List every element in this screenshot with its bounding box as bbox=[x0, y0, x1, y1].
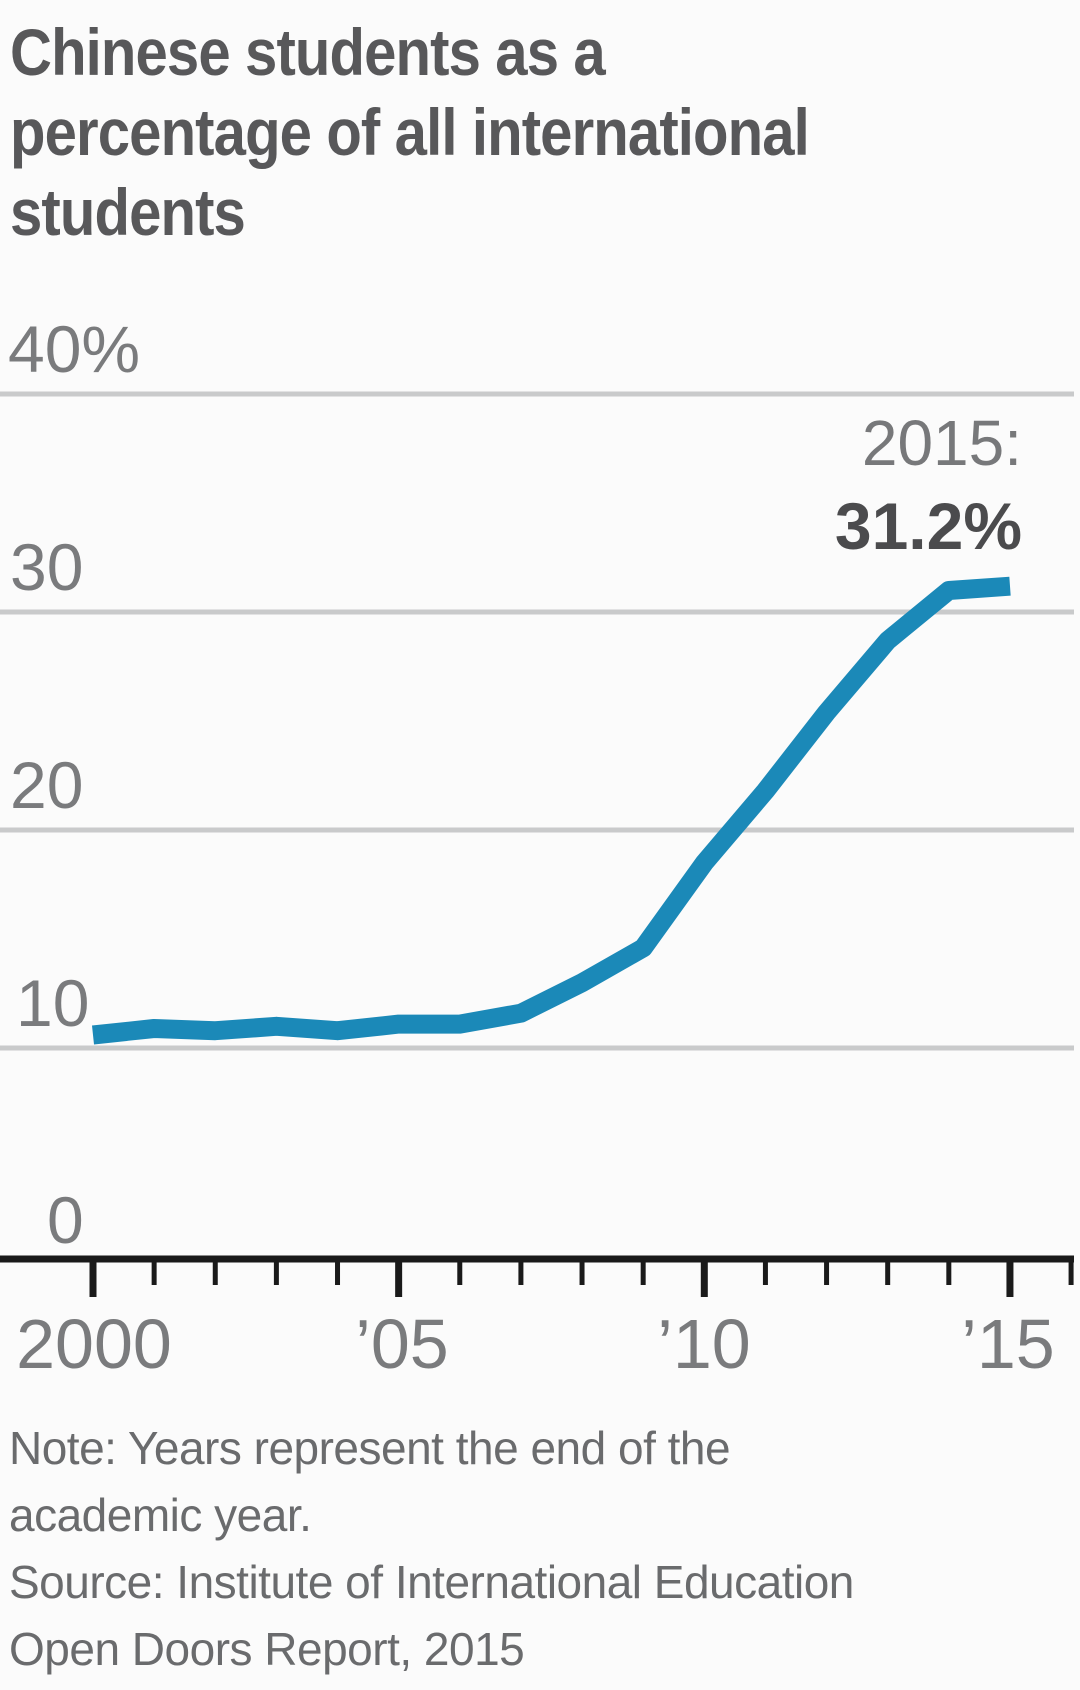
chart-footer: Note: Years represent the end of the aca… bbox=[9, 1415, 854, 1683]
y-axis-label-40: 40% bbox=[8, 312, 140, 386]
source-text-line-1: Source: Institute of International Educa… bbox=[9, 1556, 854, 1608]
chart-line bbox=[91, 576, 1011, 1045]
annotation-value: 31.2% bbox=[835, 489, 1022, 563]
chart-title: Chinese students as a percentage of all … bbox=[10, 12, 943, 252]
chart-title-line-3: students bbox=[10, 175, 246, 249]
gridlines bbox=[0, 391, 1074, 1051]
source-text-line-2: Open Doors Report, 2015 bbox=[9, 1623, 525, 1675]
y-axis-label-10: 10 bbox=[16, 966, 89, 1040]
x-axis-label-05: ’05 bbox=[355, 1305, 448, 1383]
x-axis-label-10: ’10 bbox=[657, 1305, 750, 1383]
chart-title-line-1: Chinese students as a bbox=[10, 15, 606, 89]
y-axis-label-30: 30 bbox=[10, 530, 83, 604]
annotation-year: 2015: bbox=[862, 407, 1022, 479]
note-text-line-1: Note: Years represent the end of the bbox=[9, 1422, 731, 1474]
chart-title-line-2: percentage of all international bbox=[10, 95, 810, 169]
x-axis-label-15: ’15 bbox=[961, 1305, 1054, 1383]
y-axis-label-20: 20 bbox=[10, 748, 83, 822]
y-axis-label-0: 0 bbox=[47, 1183, 84, 1257]
x-axis-ticks bbox=[89, 1259, 1074, 1297]
note-text-line-2: academic year. bbox=[9, 1489, 312, 1541]
x-axis-label-2000: 2000 bbox=[16, 1305, 172, 1383]
